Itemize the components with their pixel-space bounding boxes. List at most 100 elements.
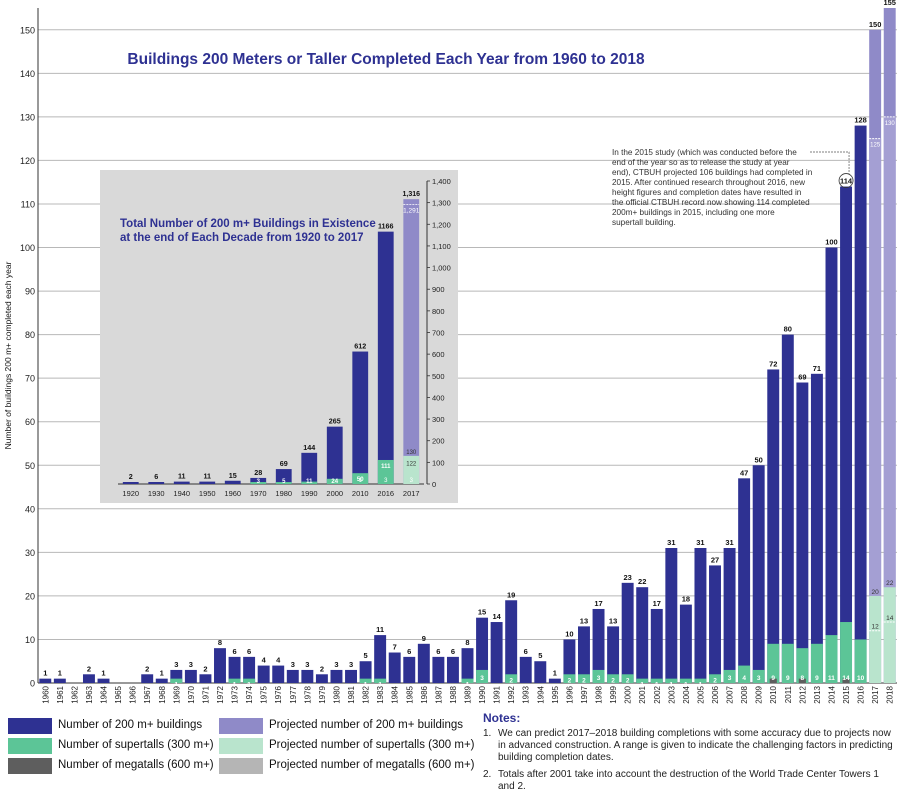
x-tick-label: 1985 [405, 685, 414, 703]
data-label-buildings: 100 [825, 238, 838, 247]
inset-bar-buildings [122, 482, 139, 484]
x-tick-label: 1970 [187, 685, 196, 703]
x-tick-label: 2009 [755, 685, 764, 703]
bar-buildings [810, 373, 823, 683]
x-tick-label: 2001 [638, 685, 647, 703]
bar-supertalls [738, 665, 751, 683]
annotation-leader-line [810, 151, 850, 174]
bar-supertalls [476, 669, 489, 683]
note-text: We can predict 2017–2018 building comple… [498, 728, 893, 763]
bar-buildings [548, 678, 561, 683]
bar-supertalls [621, 674, 634, 683]
y-tick-label: 70 [25, 374, 35, 384]
bar-buildings [505, 600, 518, 683]
data-label-supertalls: 2 [509, 677, 513, 684]
x-tick-label: 1987 [434, 685, 443, 703]
inset-label-projected-mega: 3 [410, 478, 414, 484]
inset-bar-supertalls [326, 478, 343, 484]
bar-buildings [417, 643, 430, 683]
inset-y-tick-label: 1,400 [432, 177, 451, 186]
x-tick-label: 1969 [172, 685, 181, 703]
data-label-buildings: 19 [507, 590, 515, 599]
inset-label-supertalls: 50 [357, 477, 364, 483]
bar-supertalls [752, 669, 765, 683]
x-tick-label: 2007 [726, 685, 735, 703]
data-label-buildings: 7 [393, 643, 397, 652]
bar-buildings [476, 617, 489, 683]
inset-bar-buildings [326, 426, 343, 484]
data-label-buildings: 2 [320, 664, 324, 673]
data-label-buildings: 114 [840, 177, 853, 186]
data-label-supertalls: 1 [247, 682, 251, 689]
bar-buildings [257, 665, 270, 683]
inset-label-projected-low: 1,291 [403, 208, 420, 215]
x-tick-label: 2002 [653, 685, 662, 703]
x-tick-label: 1993 [522, 685, 531, 703]
x-tick-label: 1983 [376, 685, 385, 703]
x-tick-label: 1990 [478, 685, 487, 703]
bar-supertalls [374, 678, 387, 683]
data-label-supertalls: 1 [640, 682, 644, 689]
bar-buildings [796, 382, 809, 683]
x-tick-label: 1962 [70, 685, 79, 703]
data-label-buildings: 5 [538, 651, 542, 660]
data-label-supertalls: 1 [364, 682, 368, 689]
inset-x-tick-label: 1920 [122, 489, 139, 498]
bar-buildings [825, 247, 838, 684]
data-label-buildings: 5 [363, 651, 367, 660]
data-label-supertalls: 4 [742, 675, 746, 682]
x-tick-label: 1967 [143, 685, 152, 703]
inset-bar-buildings [301, 452, 318, 484]
bar-buildings [665, 548, 678, 683]
data-label-buildings: 72 [769, 359, 777, 368]
bar-buildings [446, 656, 459, 683]
inset-x-tick-label: 2010 [352, 489, 369, 498]
y-tick-label: 30 [25, 548, 35, 558]
inset-bar-supertalls [275, 482, 292, 484]
bar-buildings [752, 465, 765, 683]
data-label-supertalls: 9 [815, 675, 819, 682]
data-label-buildings: 6 [407, 647, 411, 656]
data-label-projected-super-high: 20 [872, 589, 880, 596]
y-tick-label: 20 [25, 591, 35, 601]
inset-bars: 2 6 11 11 15 3 28 5 69 11 144 24 265 501 612 111 3 1166 1,… [122, 191, 420, 485]
bar-supertalls [679, 678, 692, 683]
bar-buildings [388, 652, 401, 683]
x-tick-label: 1966 [129, 685, 138, 703]
legend-label: Projected number of 200 m+ buildings [269, 719, 464, 731]
data-label-buildings: 6 [524, 647, 528, 656]
data-label-supertalls: 3 [757, 675, 761, 682]
x-tick-label: 1988 [449, 685, 458, 703]
data-label-buildings: 3 [334, 660, 338, 669]
y-tick-label: 100 [20, 243, 35, 253]
annotation-circle [838, 173, 854, 188]
bar-buildings [563, 639, 576, 683]
data-label-supertalls: 3 [728, 675, 732, 682]
data-label-buildings: 6 [247, 647, 251, 656]
y-tick-label: 0 [30, 679, 35, 689]
bar-megatalls [798, 678, 806, 683]
x-tick-label: 1972 [216, 685, 225, 703]
data-label-supertalls: 1 [699, 682, 703, 689]
bar-buildings [141, 674, 154, 683]
inset-x-tick-label: 1930 [148, 489, 165, 498]
bar-buildings [228, 656, 241, 683]
inset-label-buildings: 28 [254, 468, 262, 477]
legend-label: Number of supertalls (300 m+) [58, 739, 214, 751]
y-tick-label: 10 [25, 635, 35, 645]
inset-bar-supertalls [301, 481, 318, 484]
inset-x-tick-label: 1980 [275, 489, 292, 498]
bar-projected-buildings-low [883, 116, 896, 588]
x-tick-label: 1996 [565, 685, 574, 703]
inset-label-supertalls: 11 [306, 479, 313, 485]
data-label-buildings: 6 [436, 647, 440, 656]
bar-supertalls [563, 674, 576, 683]
bar-buildings [374, 635, 387, 683]
bar-supertalls [170, 678, 183, 683]
annotation-text-line: end of the year so as to release the stu… [612, 158, 790, 167]
notes-title: Notes: [483, 711, 521, 725]
x-tick-label: 2016 [857, 685, 866, 703]
x-tick-label: 1994 [536, 685, 545, 703]
x-tick-label: 2011 [784, 685, 793, 703]
inset-x-tick-label: 1990 [301, 489, 318, 498]
